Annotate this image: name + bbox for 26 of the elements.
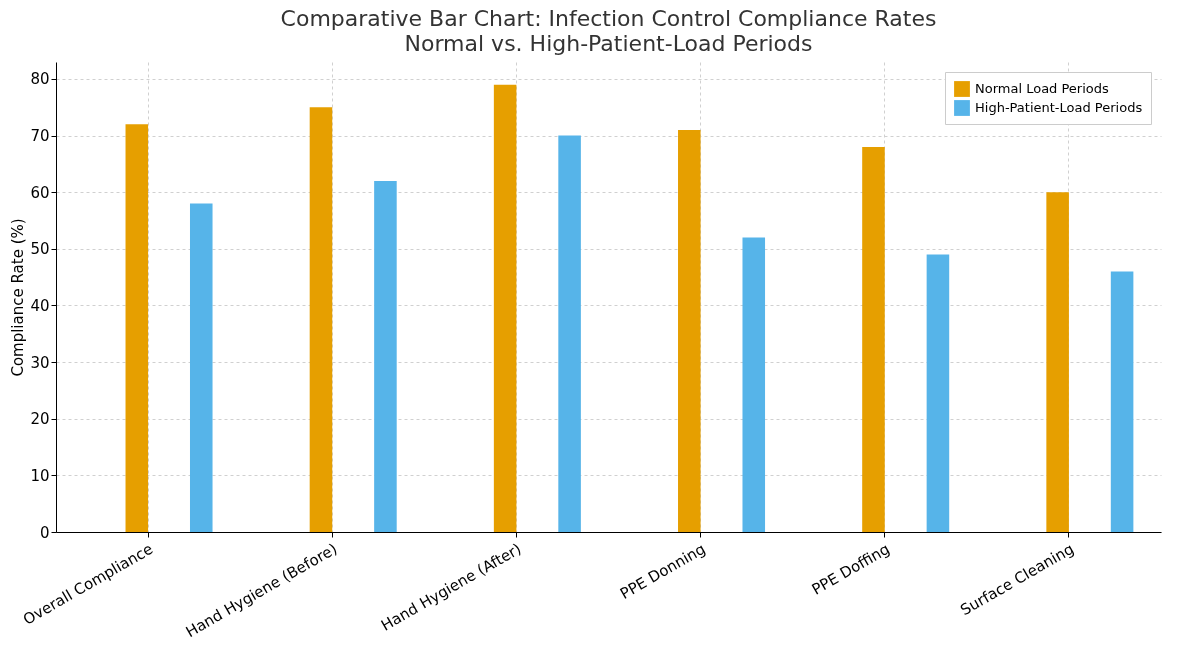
bar — [558, 135, 581, 532]
bar — [374, 180, 397, 532]
y-tick-label: 80 — [30, 70, 50, 89]
bar — [1110, 271, 1134, 532]
bar — [1046, 192, 1069, 532]
y-tick-label: 70 — [30, 127, 50, 146]
chart-subtitle: Normal vs. High-Patient-Load Periods — [404, 31, 813, 56]
y-tick-label: 50 — [30, 240, 50, 259]
bar — [742, 237, 766, 532]
bar — [309, 107, 333, 532]
y-tick-label: 20 — [30, 410, 50, 429]
y-axis-title: Compliance Rate (%) — [9, 218, 28, 377]
legend-label: Normal Load Periods — [975, 81, 1110, 96]
legend-label: High-Patient-Load Periods — [975, 100, 1143, 115]
y-tick-label: 40 — [30, 296, 50, 315]
bar — [189, 203, 213, 532]
y-tick-label: 0 — [39, 523, 50, 542]
bar — [862, 146, 885, 532]
y-tick-label: 30 — [30, 353, 50, 372]
bar — [678, 129, 701, 532]
chart-title: Comparative Bar Chart: Infection Control Compliance Rates — [280, 6, 937, 31]
bar — [125, 124, 149, 532]
bar — [493, 84, 517, 532]
y-tick-label: 60 — [30, 183, 50, 202]
bar — [926, 254, 950, 532]
y-tick-label: 10 — [30, 466, 50, 485]
